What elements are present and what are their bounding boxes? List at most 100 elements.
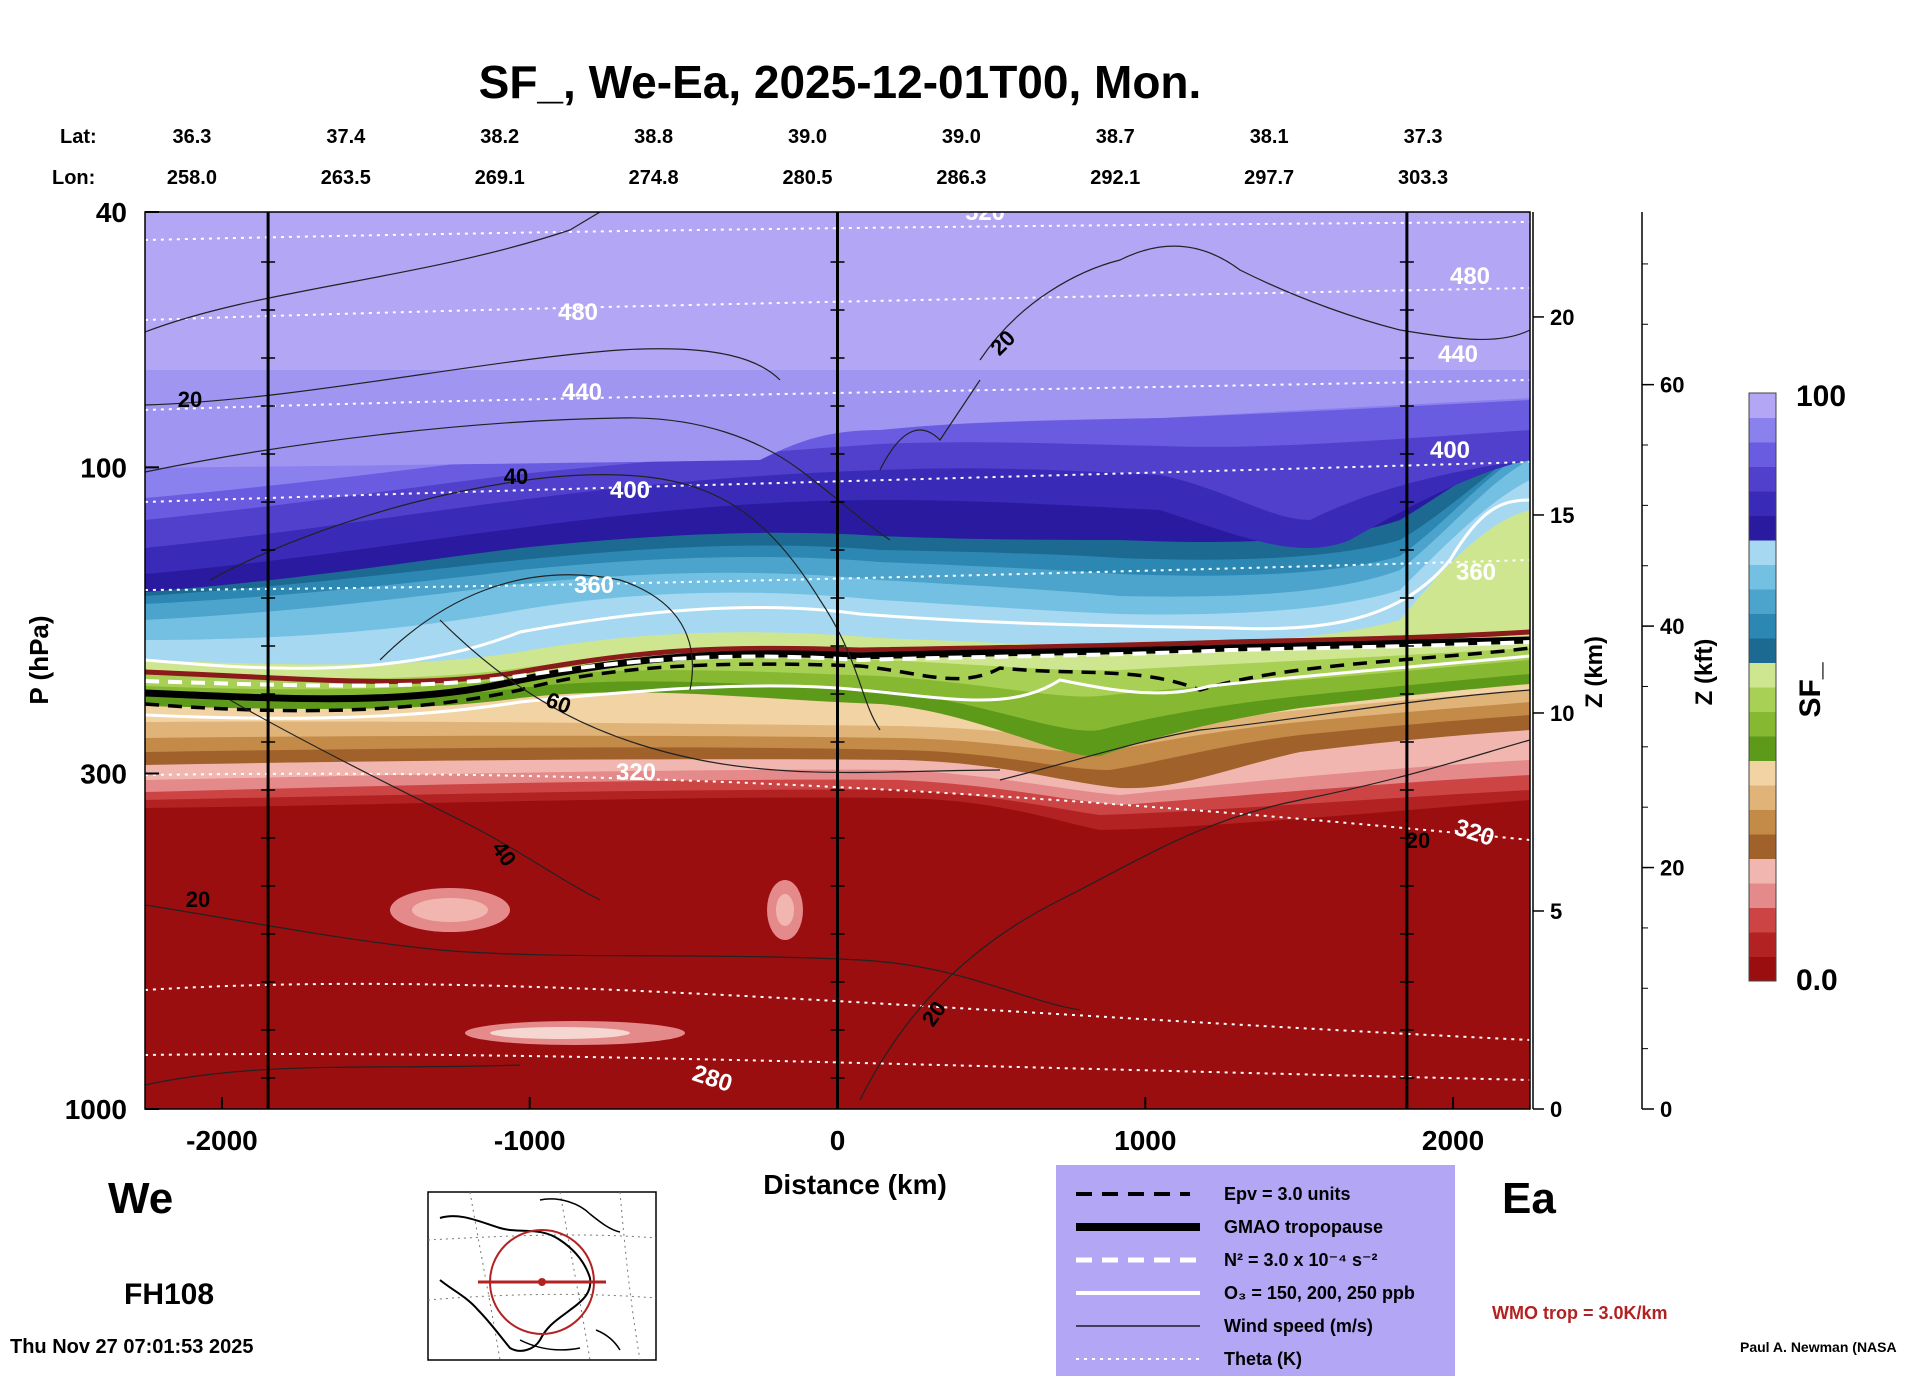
theta-line-300	[145, 982, 1530, 1041]
wind-label-a: 20	[178, 387, 202, 412]
theta-line-520	[145, 221, 1530, 241]
z-km-tick-label: 0	[1550, 1097, 1562, 1122]
colorbar-segment	[1749, 687, 1776, 712]
z-km-tick-label: 10	[1550, 701, 1574, 726]
x-axis-label: Distance (km)	[763, 1169, 947, 1200]
lon-value: 258.0	[167, 167, 217, 189]
colorbar-segment	[1749, 883, 1776, 908]
wind-label-c: 20	[186, 887, 210, 912]
theta-line-360	[145, 559, 1530, 591]
theta-line-440	[145, 379, 1530, 411]
lat-value: 39.0	[942, 126, 981, 148]
wind-contour-1	[145, 212, 601, 333]
o3-line-200	[145, 654, 1530, 720]
legend-box	[1056, 1165, 1455, 1376]
epv-line	[145, 646, 1530, 713]
z-km-axis: 0 5 10 15 20	[1532, 212, 1574, 1122]
colorbar-segment	[1749, 956, 1776, 982]
wind-contour-13	[999, 689, 1530, 781]
x-tick-label: 1000	[1114, 1125, 1176, 1156]
wind-contours	[145, 212, 1530, 1101]
lon-value: 292.1	[1090, 167, 1140, 189]
z-km-tick-label: 5	[1550, 899, 1562, 924]
colorbar-segment	[1749, 613, 1776, 639]
colorbar-segment	[1749, 932, 1776, 957]
inset-map-islands	[519, 1329, 621, 1351]
theta-label-480b: 480	[1450, 263, 1490, 290]
theta-label-480a: 480	[558, 299, 598, 326]
inset-map-center-marker	[538, 1278, 546, 1286]
colorbar-segment	[1749, 760, 1776, 786]
theta-label-360b: 360	[1456, 559, 1496, 586]
y-axis-label: P (hPa)	[24, 615, 54, 704]
chart-title: SF_, We-Ea, 2025-12-01T00, Mon.	[479, 56, 1202, 108]
distance-axis: -2000 -1000 0 1000 2000	[186, 1097, 1484, 1156]
east-label: Ea	[1502, 1174, 1556, 1223]
lat-value: 36.3	[172, 126, 211, 148]
forecast-hour: FH108	[124, 1278, 214, 1311]
lon-value: 280.5	[782, 167, 832, 189]
colorbar-segment	[1749, 907, 1776, 933]
timestamp: Thu Nov 27 07:01:53 2025	[10, 1336, 253, 1358]
colorbar-segment	[1749, 809, 1776, 835]
legend-label-epv: Epv = 3.0 units	[1224, 1184, 1351, 1204]
z-kft-tick-label: 40	[1660, 614, 1684, 639]
lon-label: Lon:	[52, 167, 95, 189]
z-km-tick-label: 20	[1550, 305, 1574, 330]
colorbar-segment	[1749, 564, 1776, 590]
credit: Paul A. Newman (NASA	[1740, 1339, 1897, 1355]
patch-1-core	[412, 898, 488, 922]
x-tick-label: -2000	[186, 1125, 258, 1156]
legend: Epv = 3.0 units GMAO tropopause N² = 3.0…	[1056, 1165, 1455, 1376]
z-km-tick-label: 15	[1550, 503, 1574, 528]
lat-value: 38.8	[634, 126, 673, 148]
wind-contour-10	[879, 379, 981, 471]
x-tick-label: -1000	[494, 1125, 566, 1156]
z-kft-tick-label: 0	[1660, 1097, 1672, 1122]
inset-map-coastline	[439, 1215, 592, 1352]
colorbar-segment	[1749, 785, 1776, 810]
legend-label-n2: N² = 3.0 x 10⁻⁴ s⁻²	[1224, 1250, 1377, 1270]
wind-contour-12	[229, 699, 601, 901]
patch-2-core	[490, 1027, 630, 1039]
lon-value: 263.5	[321, 167, 371, 189]
z-kft-axis: 0 20 40 60	[1641, 212, 1684, 1122]
theta-line-480	[145, 287, 1530, 321]
legend-label-o3: O₃ = 150, 200, 250 ppb	[1224, 1283, 1415, 1303]
colorbar-segment	[1749, 589, 1776, 614]
wind-label-f: 40	[504, 464, 528, 489]
x-tick-label: 2000	[1422, 1125, 1484, 1156]
colorbar-label: SF_	[1794, 662, 1827, 717]
theta-line-400	[145, 461, 1530, 503]
wind-contour-3	[209, 474, 881, 731]
z-kft-tick-label: 20	[1660, 856, 1684, 881]
colorbar-min-label: 0.0	[1796, 964, 1838, 997]
z-kft-tick-label: 60	[1660, 373, 1684, 398]
lon-value: 303.3	[1398, 167, 1448, 189]
wind-contour-2	[145, 417, 891, 541]
legend-label-gmao: GMAO tropopause	[1224, 1217, 1383, 1237]
theta-label-400a: 400	[610, 477, 650, 504]
theta-label-440a: 440	[562, 379, 602, 406]
theta-lines	[145, 221, 1530, 1081]
inset-map-frame	[427, 1191, 657, 1361]
pressure-axis: 40 100 300 1000	[65, 197, 159, 1125]
x-tick-label: 0	[830, 1125, 846, 1156]
wind-contour-6	[145, 904, 1081, 1011]
colorbar-segment	[1749, 417, 1776, 443]
theta-label-360a: 360	[574, 572, 614, 599]
p-tick-label: 1000	[65, 1094, 127, 1125]
west-label: We	[108, 1174, 173, 1223]
colorbar-segment	[1749, 466, 1776, 492]
wind-contour-9	[979, 245, 1530, 361]
theta-label-400b: 400	[1430, 437, 1470, 464]
o3-line-150	[145, 498, 1530, 670]
wmo-tropopause-line	[145, 629, 1530, 685]
wmo-trop-label: WMO trop = 3.0K/km	[1492, 1303, 1668, 1323]
lat-value: 38.1	[1250, 126, 1289, 148]
lat-value: 37.4	[326, 126, 366, 148]
lat-lon-header: 36.3 258.0 37.4 263.5 38.2 269.1 38.8 274.8 39.0…	[167, 126, 1448, 189]
lon-value: 269.1	[475, 167, 525, 189]
wind-contour-8	[859, 739, 1530, 1101]
